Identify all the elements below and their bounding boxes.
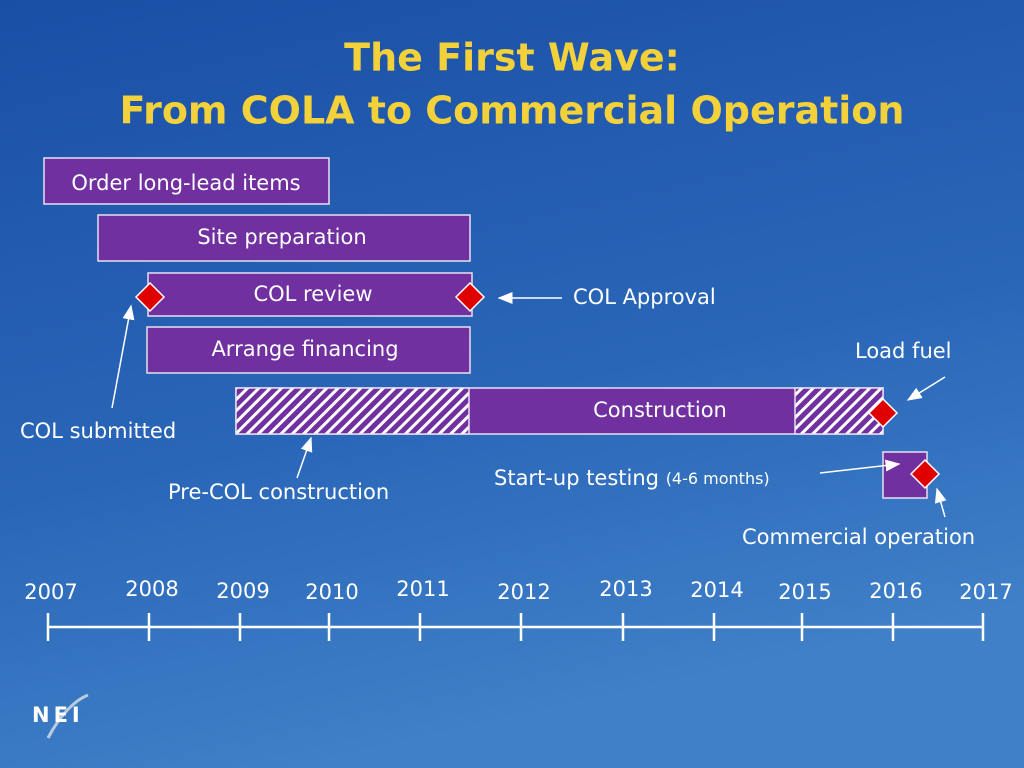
- title-line: The First Wave:: [344, 36, 680, 80]
- annotation: Pre-COL construction: [168, 480, 389, 504]
- annotation: Commercial operation: [742, 525, 975, 549]
- timeline: 2007 2008 2009 2010 2011 2012 2013 2014 2015 2016…: [24, 577, 1013, 641]
- year-label: 2009: [216, 579, 269, 603]
- annotation: Start-up testing (4-6 months): [494, 466, 770, 490]
- arrow: [934, 487, 947, 518]
- year-label: 2013: [599, 577, 652, 601]
- year-label: 2015: [778, 580, 831, 604]
- year-label: 2010: [305, 580, 358, 604]
- task-bar: [147, 272, 473, 317]
- year-label: 2011: [396, 577, 449, 601]
- task-label: Arrange financing: [211, 337, 398, 361]
- logo-swoosh: [46, 693, 89, 739]
- hatched-segment: [794, 387, 884, 435]
- annotation: COL submitted: [20, 419, 176, 443]
- task-label: Order long-lead items: [71, 171, 300, 195]
- task-bar: [43, 157, 330, 205]
- task-bar: [146, 326, 471, 374]
- task-label: Construction: [593, 398, 727, 422]
- year-label: 2007: [24, 580, 77, 604]
- arrow: [111, 304, 135, 409]
- year-label: 2016: [869, 579, 922, 603]
- milestone: [909, 458, 941, 490]
- arrow: [296, 436, 313, 479]
- year-label: 2014: [690, 578, 743, 602]
- milestone: [134, 281, 166, 313]
- title-line: From COLA to Commercial Operation: [120, 89, 905, 133]
- task-label: Site preparation: [197, 225, 366, 249]
- annotation: Load fuel: [855, 339, 952, 363]
- year-label: 2012: [497, 580, 550, 604]
- task-bar: [97, 214, 471, 262]
- arrow: [819, 459, 901, 474]
- hatched-segment: [235, 387, 470, 435]
- task-label: COL review: [253, 282, 372, 306]
- annotation-note: (4-6 months): [666, 469, 770, 488]
- annotation: COL Approval: [573, 285, 716, 309]
- annotation-text: Start-up testing: [494, 466, 659, 490]
- logo: NEI: [32, 703, 84, 727]
- arrow: [906, 376, 946, 401]
- year-label: 2017: [959, 580, 1012, 604]
- milestone: [867, 397, 899, 429]
- milestone: [454, 281, 486, 313]
- year-label: 2008: [125, 577, 178, 601]
